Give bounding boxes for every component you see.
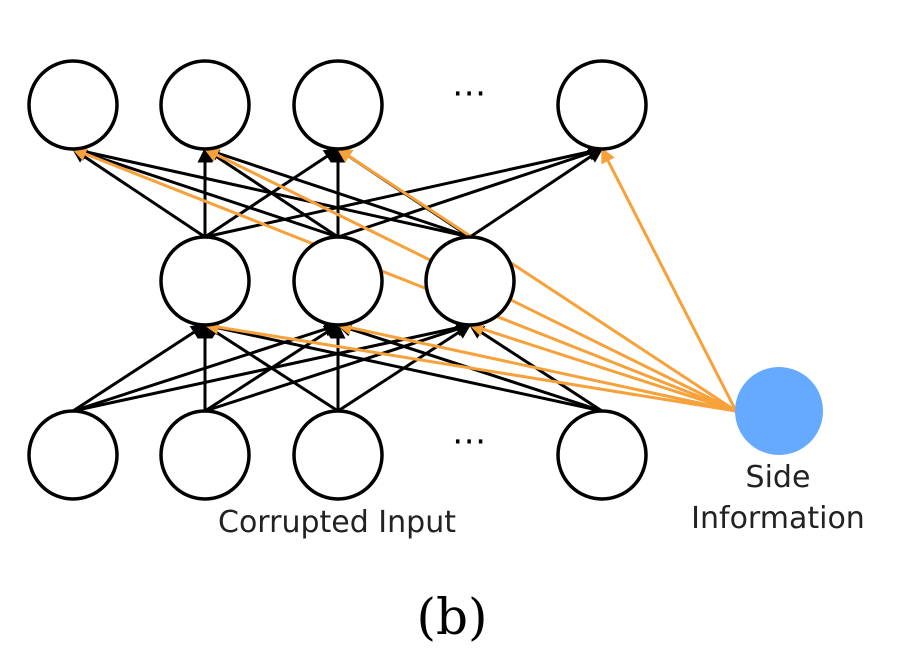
- node-i4: [556, 409, 648, 501]
- input-ellipsis: ⋯: [452, 421, 488, 461]
- edge-h2-o1: [71, 146, 339, 239]
- node-o4: [556, 59, 648, 151]
- side-edge-o1: [71, 146, 737, 413]
- side-information-edges: [71, 146, 738, 413]
- network-nodes: [27, 59, 823, 501]
- edge-h3-o4: [469, 147, 604, 239]
- side-edge-o4: [600, 147, 738, 412]
- edge-i4-h1: [203, 320, 603, 413]
- corrupted-input-label: Corrupted Input: [218, 505, 456, 540]
- side-label-line1: Side: [746, 460, 811, 495]
- figure-caption: (b): [416, 588, 487, 646]
- node-h2: [292, 235, 384, 327]
- node-h3: [424, 235, 516, 327]
- edge-i1-h1: [72, 323, 207, 413]
- node-o1: [27, 59, 119, 151]
- edge-h3-o1: [71, 144, 471, 239]
- node-i3: [292, 409, 384, 501]
- edge-h2-o4: [337, 146, 604, 239]
- side-edge-o3: [336, 147, 737, 413]
- edge-i3-h1: [203, 323, 339, 413]
- side-information-node: [735, 367, 823, 455]
- edge-h1-o1: [71, 147, 206, 239]
- node-i1: [27, 409, 119, 501]
- node-o2: [159, 59, 251, 151]
- side-edge-h3: [468, 322, 737, 413]
- side-edge-h1: [203, 319, 737, 413]
- node-i2: [159, 409, 251, 501]
- side-label-line2: Information: [691, 501, 865, 536]
- node-h1: [159, 235, 251, 327]
- side-edge-h2: [336, 320, 737, 413]
- edge-h3-o2: [203, 146, 471, 239]
- node-o3: [292, 59, 384, 151]
- output-ellipsis: ⋯: [452, 73, 488, 113]
